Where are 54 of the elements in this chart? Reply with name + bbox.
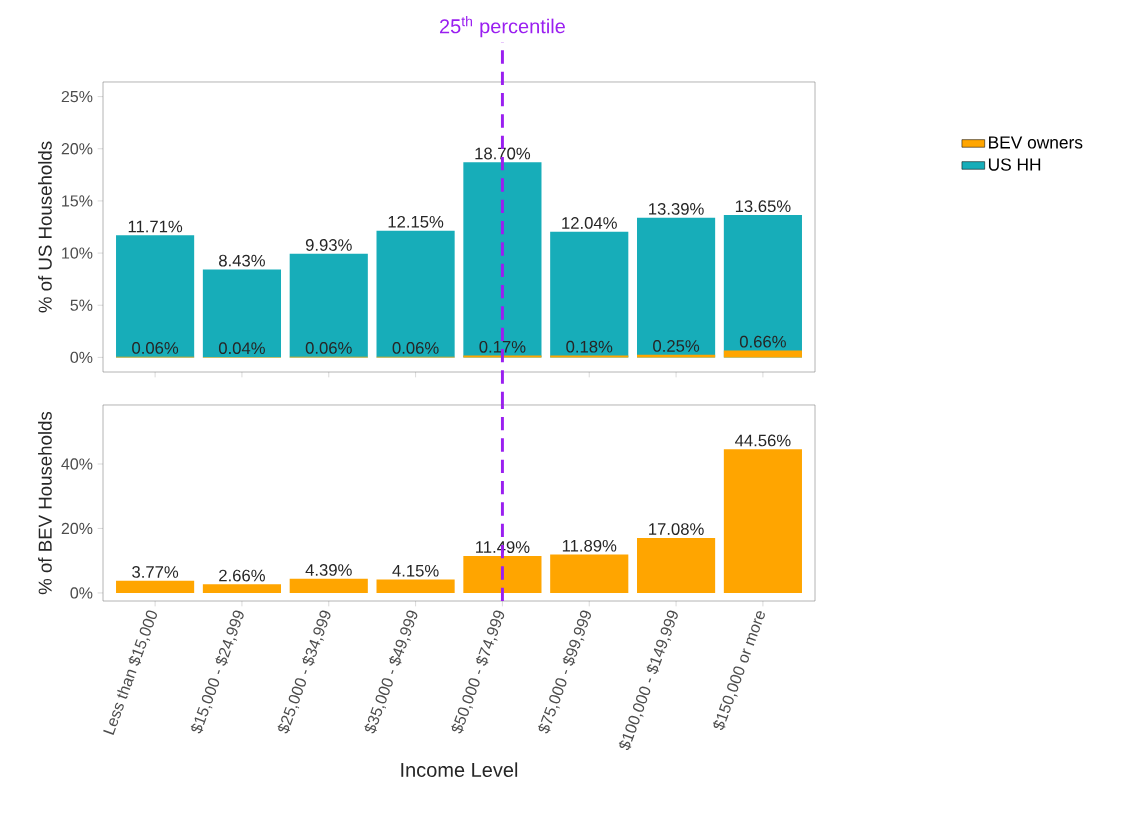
legend-label: BEV owners [989,136,1083,149]
bar [116,580,195,593]
data-label: 0.66% [739,335,786,348]
legend-label: US HH [988,158,1041,171]
bar [550,554,629,593]
data-label: 3.77% [132,566,179,578]
y-tick-label: 5% [70,299,93,311]
y-tick-label: 20% [61,522,93,535]
data-label: 0.25% [653,340,700,352]
y-tick-label: 40% [61,458,93,470]
y-tick-label: 10% [62,247,93,259]
bar [463,162,542,358]
data-label: 0.04% [218,342,265,355]
data-label: 4.15% [392,564,439,577]
data-label: 44.56% [735,434,791,447]
data-label: 2.66% [219,569,265,582]
data-label: 0.18% [566,340,613,353]
data-label: 4.39% [305,564,352,576]
y-tick-label: 0% [70,587,93,599]
data-label: 11.49% [476,541,530,553]
data-label: 9.93% [305,239,352,251]
data-label: 13.39% [649,202,704,215]
bar [289,578,368,593]
x-axis-title: Income Level [401,762,518,778]
bar [637,537,716,593]
bar [723,449,802,593]
bar [376,579,455,593]
y-tick-label: 15% [62,195,93,207]
data-label: 12.04% [562,217,617,229]
data-label: 0.06% [392,342,439,354]
data-label: 0.06% [305,342,352,354]
bar [463,555,542,593]
bar [550,231,629,358]
data-label: 8.43% [219,254,265,267]
y-tick-label: 20% [61,143,93,155]
data-label: 18.70% [475,147,531,160]
bar [289,253,368,358]
data-label: 13.65% [735,200,791,213]
data-label: 0.06% [132,342,179,354]
y-axis-title: % of BEV Households [38,411,52,595]
bar [116,235,195,358]
data-label: 17.08% [649,523,704,535]
bar [202,269,281,358]
data-label: 11.89% [562,539,617,552]
bar [202,584,281,593]
y-tick-label: 25% [61,90,93,103]
y-tick-label: 0% [70,351,93,364]
ref-line-label: 25$^{th}$ percentile [439,16,565,38]
bar [376,230,455,358]
data-label: 11.71% [128,220,183,233]
bar [637,217,716,358]
y-axis-title: % of US Households [38,141,52,313]
data-label: 12.15% [388,215,444,228]
data-label: 0.17% [479,340,526,353]
